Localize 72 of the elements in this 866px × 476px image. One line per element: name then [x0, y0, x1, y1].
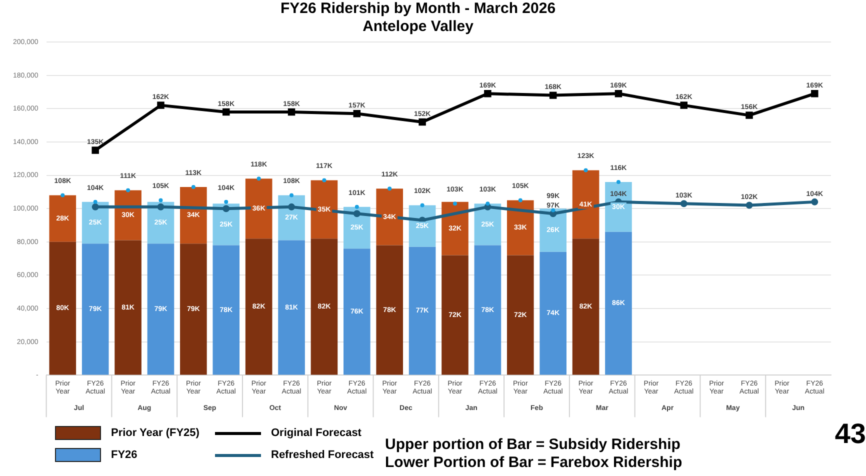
bar [605, 232, 632, 375]
point [486, 202, 490, 206]
point [191, 184, 196, 189]
point [256, 176, 261, 181]
point [157, 102, 164, 109]
point [680, 102, 688, 109]
point [418, 118, 426, 126]
bar [572, 170, 600, 239]
bar [212, 245, 240, 375]
bar [49, 242, 76, 375]
bar [344, 248, 370, 375]
bar [376, 188, 404, 246]
point [584, 168, 588, 172]
point [93, 200, 98, 204]
point [290, 193, 294, 198]
point [288, 203, 296, 210]
bar [474, 245, 502, 375]
point [746, 202, 753, 209]
point [60, 193, 65, 198]
legend-label: Original Forecast [271, 427, 362, 439]
point [680, 200, 688, 208]
bar [278, 240, 305, 375]
bar [180, 244, 207, 375]
point [614, 90, 622, 98]
point [288, 108, 296, 116]
bar [82, 244, 109, 375]
bar [114, 240, 142, 375]
point [484, 90, 492, 98]
bar [147, 244, 174, 375]
point [222, 108, 230, 116]
bar [506, 255, 534, 375]
point [92, 146, 99, 154]
point [549, 92, 557, 99]
text: Lower Portion of Bar = Farebox Ridership [385, 454, 682, 472]
bar [540, 252, 566, 375]
point [811, 90, 818, 98]
point [158, 198, 163, 202]
chart-subtitle: Antelope Valley [362, 18, 474, 36]
legend-label: Refreshed Forecast [271, 449, 374, 461]
bar [49, 195, 76, 242]
point [518, 198, 522, 202]
point [453, 202, 457, 206]
point [354, 204, 359, 209]
legend-label: FY26 [111, 449, 138, 461]
chart-title: FY26 Ridership by Month - March 2026 [280, 0, 556, 18]
text: 43 [834, 418, 866, 450]
point [420, 203, 424, 208]
point [224, 200, 228, 204]
bar [442, 255, 468, 375]
bar [245, 238, 272, 375]
point [484, 203, 492, 210]
bar [310, 238, 338, 375]
bar [376, 245, 404, 375]
point [126, 188, 130, 192]
bar [572, 238, 600, 375]
point [746, 112, 753, 119]
point [157, 203, 164, 210]
point [811, 198, 818, 206]
point [222, 205, 230, 212]
point [353, 210, 360, 218]
bar [245, 178, 272, 239]
text: Upper portion of Bar = Subsidy Ridership [385, 436, 682, 454]
point [92, 203, 99, 210]
point [551, 208, 556, 212]
point [388, 186, 392, 191]
point [550, 210, 557, 218]
point [322, 178, 326, 182]
bar [310, 180, 338, 239]
bar [408, 246, 436, 375]
point [353, 110, 361, 118]
legend-label: Prior Year (FY25) [111, 427, 200, 439]
point [616, 180, 620, 184]
